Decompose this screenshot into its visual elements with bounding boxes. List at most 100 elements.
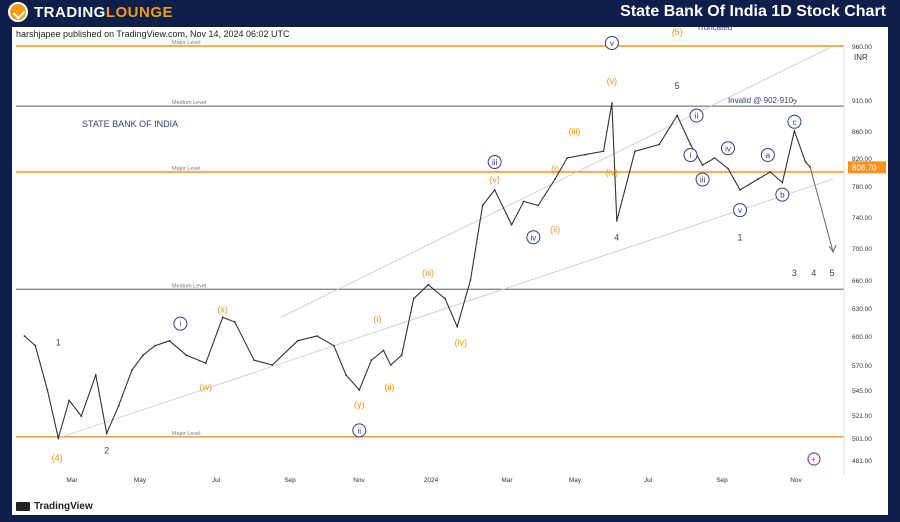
- wave-label: i: [690, 151, 692, 160]
- price-point: [221, 316, 224, 319]
- channel-line: [58, 178, 834, 439]
- price-point: [253, 359, 256, 362]
- price-point: [522, 200, 525, 203]
- price-point: [94, 374, 97, 376]
- wave-label: c: [792, 118, 796, 127]
- wave-label: (i): [551, 164, 559, 174]
- price-point: [456, 325, 459, 328]
- price-point: [400, 354, 403, 357]
- price-point: [80, 415, 83, 418]
- wave-label: 1: [56, 338, 61, 348]
- level-label: Medium Level: [172, 100, 206, 106]
- y-tick-label: 630.00: [852, 306, 872, 313]
- price-point: [271, 364, 274, 366]
- x-tick-label: Jul: [644, 477, 653, 484]
- wave-label: (v): [607, 76, 618, 86]
- current-price: 806.70: [852, 163, 877, 172]
- wave-label: v: [738, 206, 742, 215]
- wave-circle: [689, 108, 704, 123]
- price-point: [154, 344, 156, 347]
- price-point: [131, 369, 133, 371]
- price-point: [168, 339, 171, 342]
- price-point: [713, 157, 716, 159]
- price-point: [469, 279, 472, 281]
- wave-label: (w): [200, 382, 213, 392]
- price-point: [676, 114, 679, 117]
- wave-circle: [487, 155, 502, 169]
- svg-text:+: +: [811, 455, 816, 464]
- wave-circle: [683, 148, 698, 162]
- wave-label: (ii): [385, 382, 395, 392]
- price-point: [68, 399, 71, 402]
- x-tick-label: 2024: [424, 477, 439, 484]
- price-point: [781, 181, 784, 184]
- wave-circle: [173, 316, 188, 331]
- footer-brand: TradingView: [34, 501, 93, 512]
- price-point: [757, 178, 760, 180]
- wave-circle: [604, 36, 619, 50]
- y-tick-label: 600.00: [852, 334, 872, 341]
- price-point: [142, 354, 144, 357]
- logo-text: TRADINGLOUNGE: [34, 3, 173, 21]
- wave-label: (iv): [455, 338, 468, 348]
- x-tick-label: May: [569, 477, 582, 484]
- wave-circle: [526, 230, 541, 245]
- price-point: [345, 374, 347, 376]
- wave-circle: [720, 141, 735, 156]
- price-point: [739, 188, 741, 191]
- channel-line: [280, 45, 834, 318]
- price-point: [412, 297, 415, 300]
- wave-label: 3: [792, 268, 797, 278]
- wave-label: i: [180, 320, 182, 329]
- add-indicator-icon[interactable]: +: [807, 452, 821, 466]
- level-label: Major Level: [172, 431, 200, 437]
- wave-label: 4: [811, 268, 816, 278]
- wave-label: ?: [792, 98, 797, 108]
- price-point: [117, 404, 120, 407]
- price-point: [602, 150, 605, 153]
- price-point: [769, 171, 772, 173]
- y-tick-label: 570.00: [852, 363, 872, 370]
- price-chart[interactable]: Major Level Medium Level Major Level Medium…: [12, 27, 888, 515]
- price-point: [105, 432, 108, 435]
- price-point: [57, 437, 60, 439]
- price-point: [793, 130, 796, 132]
- price-point: [615, 219, 618, 222]
- price-point: [611, 102, 613, 104]
- wave-label: (i): [373, 314, 381, 324]
- wave-label: ii: [358, 426, 362, 435]
- wave-circle: [695, 172, 710, 187]
- wave-circle: [760, 148, 775, 162]
- y-tick-label: 740.00: [852, 215, 872, 222]
- wave-label: 1: [738, 232, 743, 242]
- tradingview-footer: TradingView: [16, 501, 93, 512]
- price-point: [658, 143, 660, 146]
- x-tick-label: Mar: [501, 477, 513, 484]
- y-tick-label: 910.00: [852, 98, 872, 105]
- price-point: [370, 359, 373, 362]
- price-tag: 806.70: [848, 161, 886, 174]
- chart-panel[interactable]: harshjapee published on TradingView.com,…: [12, 27, 888, 515]
- wave-label: (4): [52, 453, 63, 463]
- publisher-text: harshjapee published on TradingView.com,…: [16, 29, 290, 39]
- price-point: [296, 339, 299, 342]
- wave-label: b: [780, 191, 785, 200]
- tradinglounge-logo: TRADINGLOUNGE: [8, 2, 173, 22]
- y-tick-label: 700.00: [852, 246, 872, 253]
- x-tick-label: Sep: [716, 477, 728, 484]
- wave-label: 4: [614, 232, 619, 242]
- y-tick-label: 820.00: [852, 156, 872, 163]
- wave-label: v: [610, 39, 614, 48]
- price-point: [358, 389, 361, 391]
- wave-label: 5: [829, 268, 834, 278]
- y-tick-label: 660.00: [852, 278, 872, 285]
- level-label: Major Level: [172, 166, 200, 172]
- price-point: [554, 178, 557, 180]
- level-label: Major Level: [172, 40, 200, 46]
- wave-label: (iii): [422, 268, 434, 278]
- price-point: [333, 344, 335, 347]
- price-point: [382, 349, 385, 352]
- y-tick-label: 780.00: [852, 184, 872, 191]
- logo-badge-icon: [8, 2, 28, 22]
- price-point: [493, 188, 496, 191]
